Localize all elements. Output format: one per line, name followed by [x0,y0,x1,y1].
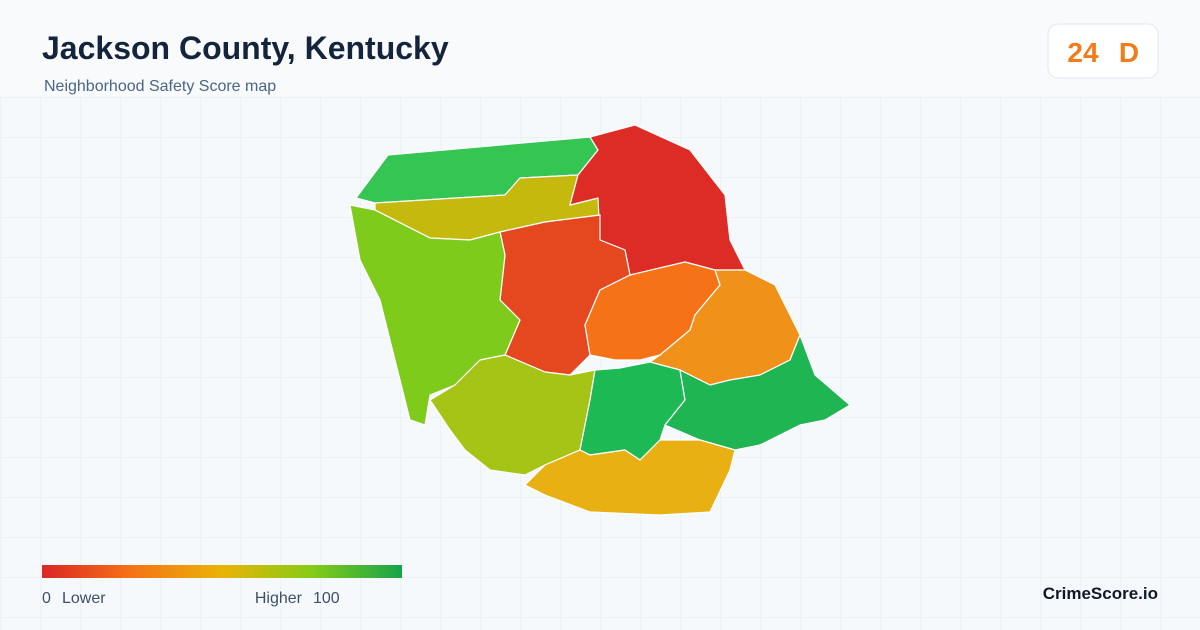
legend-min: 0 [42,590,51,607]
header-bg [0,0,1200,96]
legend-max-label: Higher [255,590,303,607]
score-value: 24 [1067,37,1099,68]
region [664,334,851,451]
county-map [349,124,851,516]
legend-bar [42,565,402,578]
region [524,439,736,516]
score-grade: D [1119,37,1139,68]
title: Jackson County, Kentucky [42,30,449,66]
score-box [1047,23,1159,79]
legend-max: 100 [313,590,340,607]
legend-min-label: Lower [62,590,106,607]
region [429,354,596,476]
subtitle: Neighborhood Safety Score map [44,78,276,95]
brand: CrimeScore.io [1043,584,1158,603]
